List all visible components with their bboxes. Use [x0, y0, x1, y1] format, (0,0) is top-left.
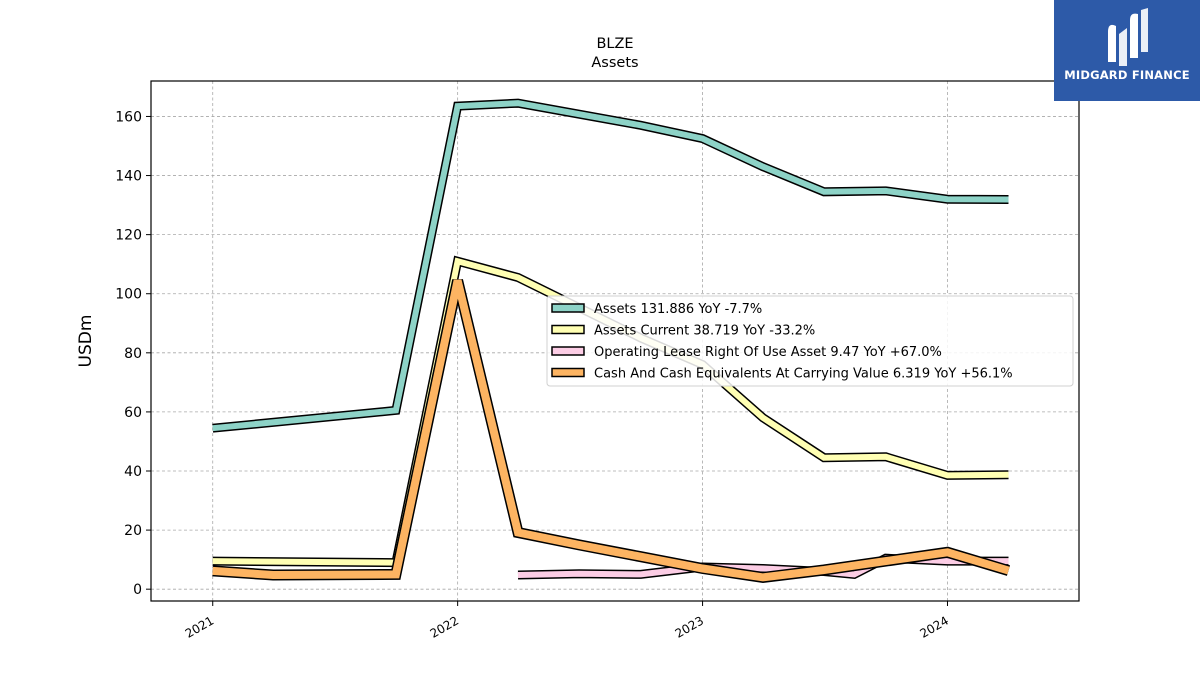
series-line — [212, 100, 1009, 432]
legend-swatch — [551, 303, 585, 313]
logo-mark-icon — [1108, 8, 1148, 66]
legend-swatch — [551, 367, 585, 378]
legend-swatch — [551, 324, 585, 335]
legend-label: Assets Current 38.719 YoY -33.2% — [594, 324, 815, 339]
x-tick-label: 2024 — [918, 613, 951, 640]
chart-title: BLZE — [596, 36, 633, 52]
plot-frame — [150, 80, 1080, 602]
y-tick-label: 80 — [124, 346, 142, 362]
x-tick-label: 2021 — [183, 613, 216, 640]
series-line — [212, 279, 1010, 582]
x-tick-label: 2023 — [673, 613, 706, 640]
series-assets — [212, 98, 1009, 433]
y-tick-label: 140 — [115, 169, 142, 185]
y-tick-label: 60 — [124, 405, 142, 421]
legend-label: Operating Lease Right Of Use Asset 9.47 … — [594, 345, 942, 360]
legend-item: Cash And Cash Equivalents At Carrying Va… — [551, 367, 1013, 382]
legend-item: Operating Lease Right Of Use Asset 9.47 … — [551, 345, 942, 360]
y-tick-label: 0 — [133, 582, 142, 598]
legend-item: Assets Current 38.719 YoY -33.2% — [551, 324, 815, 339]
y-tick-label: 20 — [124, 523, 142, 539]
legend-box — [546, 295, 1074, 387]
legend-label: Cash And Cash Equivalents At Carrying Va… — [594, 367, 1013, 382]
legend-item: Assets 131.886 YoY -7.7% — [551, 302, 762, 317]
y-axis-label: USDm — [76, 315, 96, 368]
y-tick-label: 120 — [115, 228, 142, 244]
y-tick-label: 40 — [124, 464, 142, 480]
brand-name: MIDGARD FINANCE — [1064, 68, 1190, 82]
y-tick-label: 100 — [115, 287, 142, 303]
x-tick-label: 2022 — [428, 613, 461, 640]
legend: Assets 131.886 YoY -7.7% Assets Current 3… — [546, 295, 1074, 387]
legend-label: Assets 131.886 YoY -7.7% — [594, 302, 762, 317]
chart-subtitle: Assets — [591, 55, 638, 71]
y-tick-label: 160 — [115, 109, 142, 125]
brand-logo: MIDGARD FINANCE — [1054, 0, 1200, 101]
legend-swatch — [551, 346, 585, 356]
series-cash-and-cash-equivalents-at-carrying-value — [212, 279, 1011, 583]
